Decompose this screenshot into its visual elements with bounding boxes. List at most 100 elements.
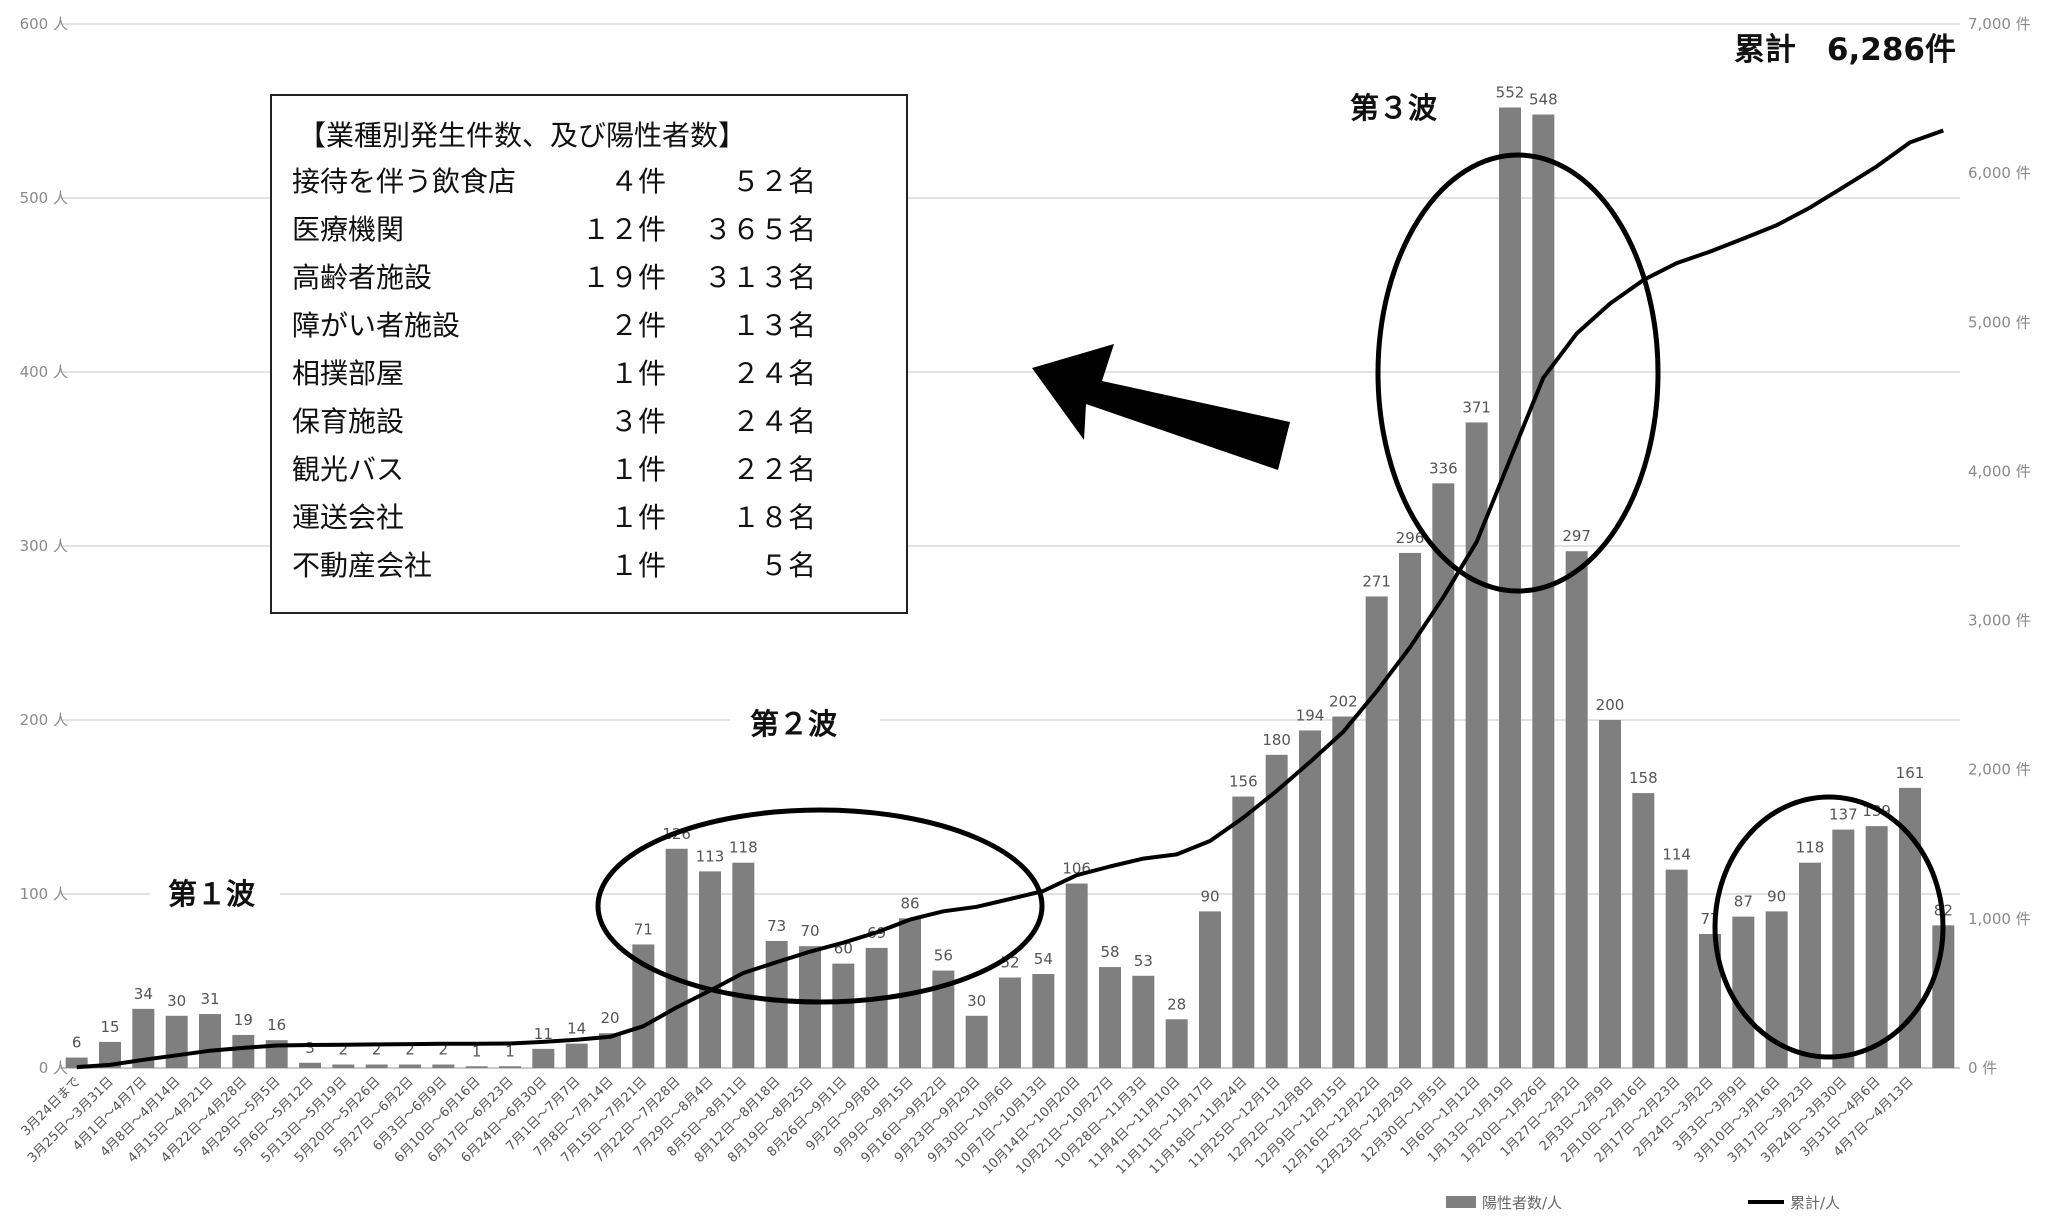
bar <box>1599 720 1621 1068</box>
bar <box>1399 552 1421 1068</box>
bar <box>232 1034 255 1068</box>
bar <box>465 1066 488 1068</box>
bar <box>799 946 821 1068</box>
info-row-name: 高齢者施設 <box>292 261 433 294</box>
bar <box>1199 911 1221 1068</box>
left-tick-label: 200 人 <box>20 711 68 729</box>
bar-label: 2 <box>372 1041 382 1059</box>
bar-label: 70 <box>800 922 819 940</box>
bar-label: 6 <box>72 1034 82 1052</box>
bar-label: 53 <box>1134 952 1153 970</box>
bar-label: 58 <box>1100 943 1119 961</box>
bar-label: 113 <box>696 847 725 865</box>
wave3-label: 第３波 <box>1350 91 1438 125</box>
bar <box>65 1057 88 1068</box>
bar <box>1765 911 1788 1068</box>
bar-label: 118 <box>729 839 758 857</box>
bar <box>1699 934 1721 1068</box>
info-row-name: 保育施設 <box>292 405 405 438</box>
bar-label: 90 <box>1200 887 1219 905</box>
bar-label: 156 <box>1229 773 1258 791</box>
bar-label: 200 <box>1596 696 1625 714</box>
info-row-name: 観光バス <box>292 453 405 486</box>
bar-label: 30 <box>967 992 986 1010</box>
bar <box>1365 596 1388 1068</box>
bar-label: 118 <box>1796 839 1825 857</box>
right-tick-label: 0 件 <box>1968 1059 1997 1077</box>
info-row-count: ３件 <box>609 405 666 438</box>
bar <box>365 1064 388 1068</box>
bar <box>1165 1019 1188 1068</box>
bar-label: 158 <box>1629 769 1658 787</box>
info-row: 相撲部屋 １件 ２４名 <box>292 352 892 396</box>
bar-label: 71 <box>634 920 653 938</box>
left-tick-label: 600 人 <box>20 15 68 33</box>
bar <box>132 1008 155 1068</box>
info-row-name: 障がい者施設 <box>292 309 461 342</box>
info-row-people: １３名 <box>731 309 816 342</box>
bar-label: 11 <box>534 1025 553 1043</box>
bar-label: 2 <box>439 1041 449 1059</box>
info-row: 障がい者施設 ２件 １３名 <box>292 304 892 348</box>
wave1-label: 第１波 <box>168 877 256 911</box>
info-row-people: ２４名 <box>731 405 816 438</box>
bar-label: 56 <box>934 947 953 965</box>
bar <box>1665 869 1688 1068</box>
bar <box>665 848 688 1068</box>
left-tick-label: 100 人 <box>20 885 68 903</box>
bar <box>1865 826 1888 1068</box>
info-row-count: １件 <box>609 357 666 390</box>
bar <box>699 871 721 1068</box>
industry-info-box: 【業種別発生件数、及び陽性者数】 接待を伴う飲食店 ４件 ５２名 医療機関 １２件 ３６５… <box>270 94 908 614</box>
bar <box>765 940 788 1068</box>
arrow-icon <box>1032 344 1290 470</box>
info-row: 保育施設 ３件 ２４名 <box>292 400 892 444</box>
bar-label: 30 <box>167 992 186 1010</box>
bar <box>1899 787 1921 1068</box>
bar <box>1065 883 1088 1068</box>
info-row-name: 医療機関 <box>292 213 405 246</box>
right-tick-label: 1,000 件 <box>1968 910 2031 928</box>
bar <box>1132 975 1155 1068</box>
legend-bar: 陽性者数/人 <box>1482 1194 1562 1212</box>
left-tick-label: 300 人 <box>20 537 68 555</box>
bar <box>432 1064 455 1068</box>
bar <box>565 1043 588 1068</box>
bar-label: 1 <box>472 1042 482 1060</box>
x-tick-labels: 3月24日まで3月25日～3月31日4月1日～4月7日4月8日～4月14日4月1… <box>19 1074 1917 1177</box>
info-title: 【業種別発生件数、及び陽性者数】 <box>298 119 747 152</box>
bar-label: 161 <box>1896 764 1925 782</box>
bar-label: 16 <box>267 1016 286 1034</box>
bar-label: 371 <box>1462 398 1491 416</box>
info-row: 観光バス １件 ２２名 <box>292 448 892 492</box>
info-row-name: 運送会社 <box>292 501 405 534</box>
info-row: 高齢者施設 １９件 ３１３名 <box>292 256 892 300</box>
bar <box>1232 796 1255 1068</box>
right-tick-label: 3,000 件 <box>1968 612 2031 630</box>
bar-label: 1 <box>505 1042 515 1060</box>
bar <box>299 1062 321 1068</box>
cumulative-line <box>76 128 1944 1070</box>
info-row-people: ５２名 <box>731 165 816 198</box>
info-row-name: 接待を伴う飲食店 <box>292 165 517 198</box>
bar <box>99 1041 121 1068</box>
info-row-count: １件 <box>609 453 666 486</box>
left-axis-ticks: 0 人 100 人 200 人 300 人 400 人 500 人 600 人 <box>20 15 68 1077</box>
bar-label: 20 <box>600 1009 619 1027</box>
bar <box>1799 862 1821 1068</box>
bar-label: 14 <box>567 1020 586 1038</box>
bar <box>399 1064 421 1068</box>
bar-label: 180 <box>1262 731 1291 749</box>
bar <box>965 1015 988 1068</box>
right-axis-ticks: 0 件 1,000 件 2,000 件 3,000 件 4,000 件 5,000 件 6,… <box>1968 15 2031 1077</box>
bar <box>1565 551 1588 1068</box>
bar-label: 548 <box>1529 90 1558 108</box>
bar <box>1632 793 1655 1068</box>
bar <box>1532 114 1555 1069</box>
bar-label: 28 <box>1167 995 1186 1013</box>
bar-label: 2 <box>339 1041 349 1059</box>
info-row-people: ３１３名 <box>703 261 816 294</box>
left-tick-label: 500 人 <box>20 189 68 207</box>
info-row-count: １９件 <box>581 261 666 294</box>
